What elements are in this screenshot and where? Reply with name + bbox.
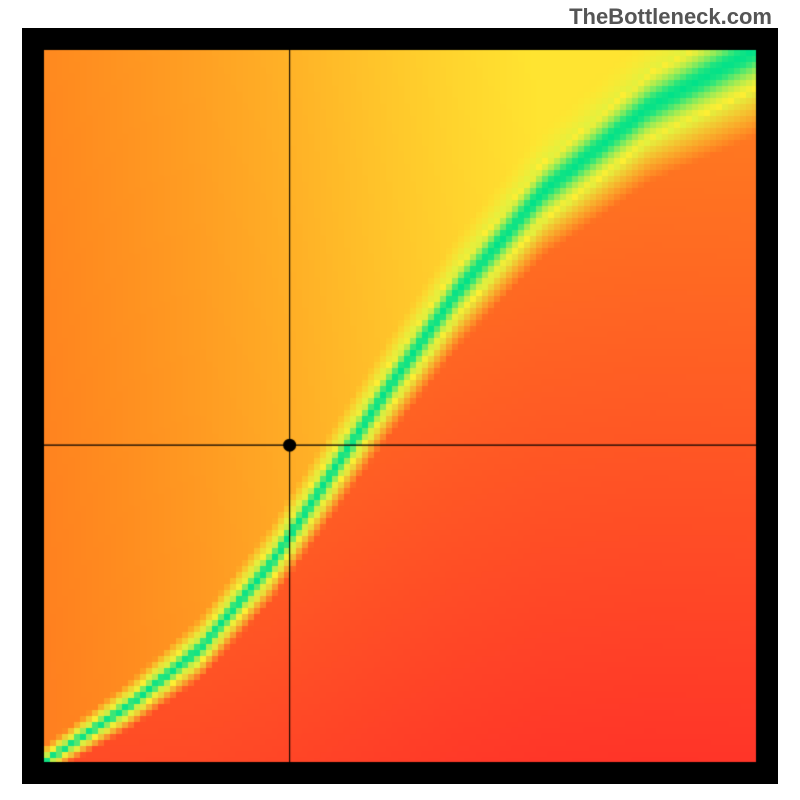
bottleneck-heatmap <box>22 28 778 784</box>
watermark-text: TheBottleneck.com <box>569 4 772 30</box>
